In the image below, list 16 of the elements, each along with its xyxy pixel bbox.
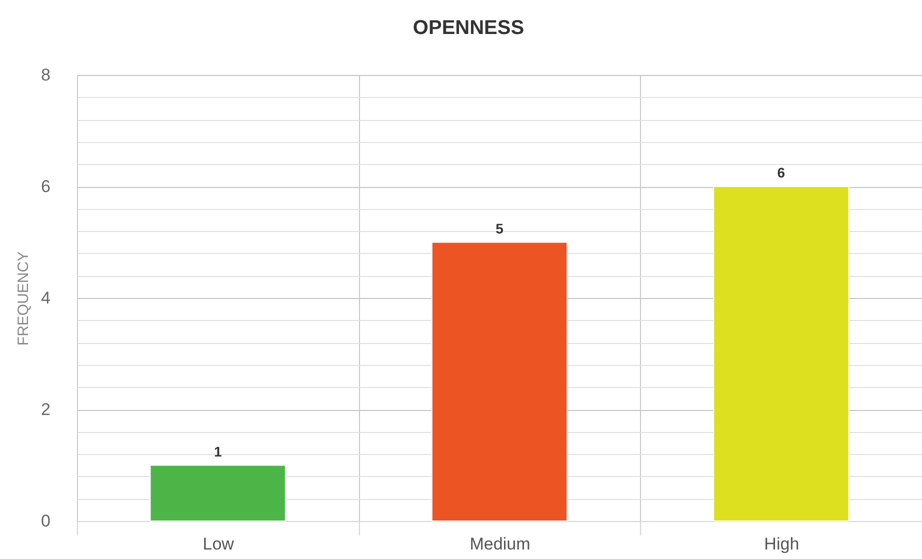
y-tick-label: 4 xyxy=(41,288,50,308)
y-tick-label: 6 xyxy=(41,177,50,196)
chart-title: OPENNESS xyxy=(412,17,524,39)
data-label: 6 xyxy=(777,164,786,180)
y-tick-label: 2 xyxy=(41,400,50,419)
bar xyxy=(150,464,286,522)
bar xyxy=(431,242,568,522)
x-tick-label: High xyxy=(764,534,800,554)
data-label: 5 xyxy=(496,220,504,236)
bar xyxy=(713,186,850,522)
x-tick-label: Low xyxy=(202,534,235,554)
x-tick-label: Medium xyxy=(470,534,530,554)
y-axis-title: FREQUENCY xyxy=(15,251,32,346)
y-tick-label: 8 xyxy=(41,66,50,84)
y-tick-label: 0 xyxy=(41,512,50,530)
data-label: 1 xyxy=(214,443,222,460)
